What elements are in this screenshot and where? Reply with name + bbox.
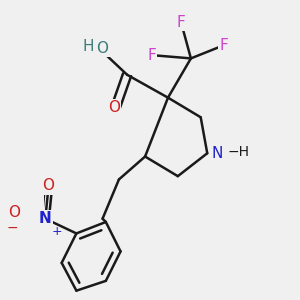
Text: O: O [108, 100, 120, 115]
Text: −: − [7, 221, 18, 235]
Text: O: O [97, 41, 109, 56]
Text: O: O [43, 178, 55, 194]
Text: N: N [39, 211, 52, 226]
Text: H: H [83, 39, 94, 54]
Text: F: F [177, 15, 185, 30]
Text: −H: −H [227, 145, 250, 159]
Text: N: N [212, 146, 223, 161]
Text: F: F [219, 38, 228, 53]
Text: O: O [8, 205, 20, 220]
Text: +: + [52, 225, 62, 238]
Text: F: F [147, 48, 156, 63]
